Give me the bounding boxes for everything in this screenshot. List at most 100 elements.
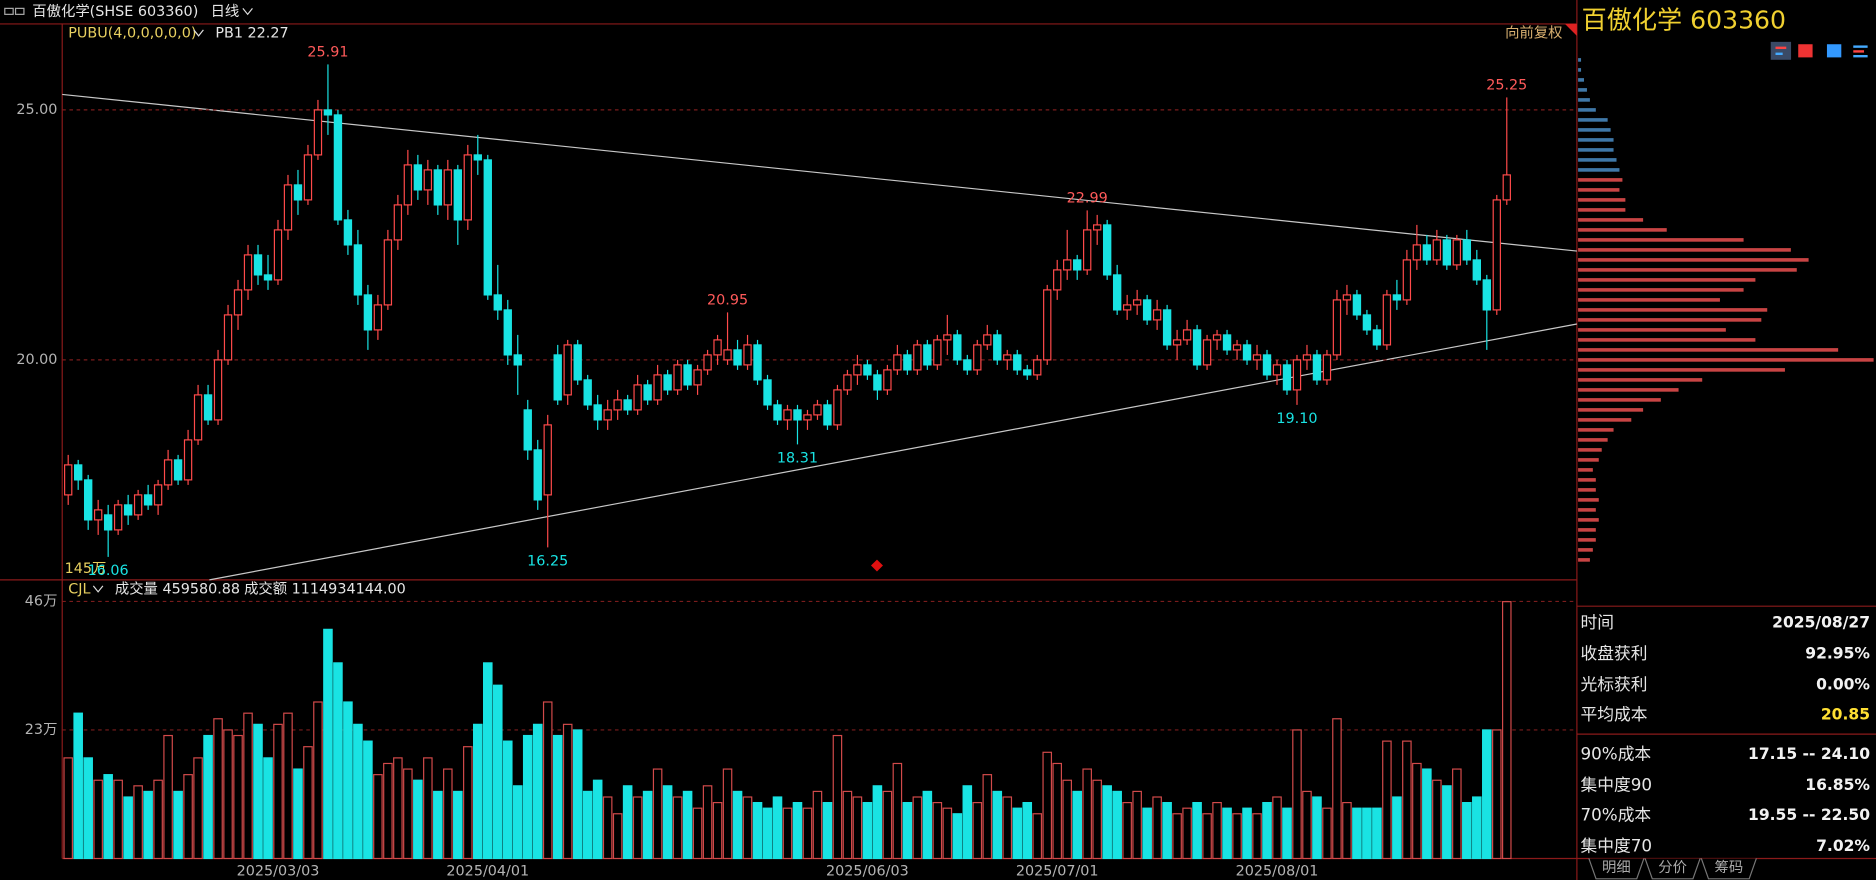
volume-bar <box>702 785 713 860</box>
price-annotation: 18.31 <box>777 451 818 467</box>
chip-bar <box>1578 448 1602 452</box>
volume-bar <box>1102 785 1112 860</box>
candle-body <box>463 154 472 221</box>
x-tick-label: 2025/03/03 <box>237 864 320 880</box>
tab[interactable]: 分价 <box>1658 859 1687 876</box>
period-selector[interactable]: 日线 <box>211 3 240 20</box>
candle-body <box>803 414 812 421</box>
volume-bar <box>492 684 503 860</box>
candle-body <box>1322 354 1332 381</box>
volume-bar <box>323 628 333 860</box>
price-annotation: 16.25 <box>527 554 568 570</box>
volume-bar <box>1252 813 1262 860</box>
candle-body <box>1162 309 1172 346</box>
volume-bar <box>1402 740 1412 860</box>
chip-bar <box>1578 468 1593 472</box>
volume-bar <box>1312 796 1322 860</box>
candle-body <box>1422 244 1432 261</box>
candle-body <box>193 394 203 441</box>
chip-bar <box>1578 408 1644 412</box>
info-value: 92.95% <box>1805 645 1870 663</box>
candle-body <box>1272 364 1282 376</box>
candle-body <box>1142 299 1152 321</box>
info-value: 20.85 <box>1821 706 1870 724</box>
volume-bar <box>93 779 103 860</box>
volume-bar <box>213 718 223 860</box>
candle-body <box>473 154 482 161</box>
candle-body <box>1132 299 1142 306</box>
candle-body <box>953 334 962 361</box>
candle-body <box>493 294 502 311</box>
candle-body <box>983 334 992 346</box>
volume-bar <box>502 740 513 860</box>
chip-bar <box>1578 218 1644 222</box>
candle-body <box>813 404 822 416</box>
indicator-name[interactable]: CJL <box>68 581 90 597</box>
candle-body <box>1102 224 1112 276</box>
volume-bar <box>1232 813 1242 860</box>
volume-bar <box>852 796 863 860</box>
chevron <box>242 7 253 16</box>
volume-bar <box>393 757 403 860</box>
info-label: 光标获利 <box>1580 674 1647 694</box>
volume-bar <box>473 723 483 860</box>
volume-bar <box>1032 813 1043 860</box>
candle-body <box>73 464 83 481</box>
chip-bar <box>1578 288 1744 292</box>
chip-bar <box>1578 368 1785 372</box>
chip-bar <box>1578 178 1623 182</box>
volume-bar <box>1342 801 1352 860</box>
chip-bar <box>1578 58 1582 62</box>
candle-body <box>843 374 852 391</box>
volume-bar <box>762 807 773 860</box>
tab[interactable]: 明细 <box>1602 859 1631 876</box>
tab[interactable]: 筹码 <box>1714 859 1743 876</box>
volume-bar <box>363 740 373 860</box>
volume-bar <box>522 734 533 860</box>
chip-bar <box>1578 298 1720 302</box>
chip-bar <box>1578 388 1679 392</box>
cursor-marker <box>871 559 883 572</box>
candle-body <box>143 494 153 506</box>
volume-bar <box>1262 801 1272 860</box>
candle-body <box>753 344 762 381</box>
chip-bar <box>1578 378 1703 382</box>
volume-bar <box>552 734 563 860</box>
chip-bar <box>1578 268 1797 272</box>
info-value: 2025/08/27 <box>1772 613 1870 631</box>
chip-bar <box>1578 78 1584 82</box>
candle-body <box>1332 299 1342 356</box>
price-annotation: 16.06 <box>88 563 129 579</box>
candle-body <box>673 364 682 391</box>
candle-body <box>913 344 922 371</box>
candle-body <box>743 344 752 366</box>
volume-bar <box>632 796 643 860</box>
adjust-mode[interactable]: 向前复权 <box>1505 23 1562 41</box>
volume-bar <box>413 779 423 860</box>
candle-body <box>263 274 273 281</box>
volume-bar <box>872 785 883 860</box>
info-value: 16.85% <box>1805 776 1870 794</box>
candle-body <box>1053 269 1062 291</box>
volume-bar <box>1142 807 1152 860</box>
candle-body <box>223 314 233 361</box>
volume-bar <box>243 712 253 860</box>
volume-bar <box>812 790 823 860</box>
candle-body <box>623 399 632 411</box>
candle-body <box>1392 294 1402 301</box>
tab-shape <box>1644 858 1701 880</box>
candle-body <box>733 349 742 366</box>
candle-body <box>653 374 662 401</box>
candle-body <box>423 169 433 191</box>
y-tick-label: 23万 <box>25 722 58 738</box>
volume-bar <box>83 757 93 860</box>
volume-bar <box>1282 807 1292 860</box>
candle-body <box>283 184 293 231</box>
volume-bar <box>582 790 593 860</box>
candle-body <box>333 114 343 221</box>
indicator-name[interactable]: PUBU(4,0,0,0,0,0) <box>68 25 196 41</box>
volume-bar <box>612 813 623 860</box>
candle-body <box>973 344 982 371</box>
volume-bar <box>263 757 273 860</box>
